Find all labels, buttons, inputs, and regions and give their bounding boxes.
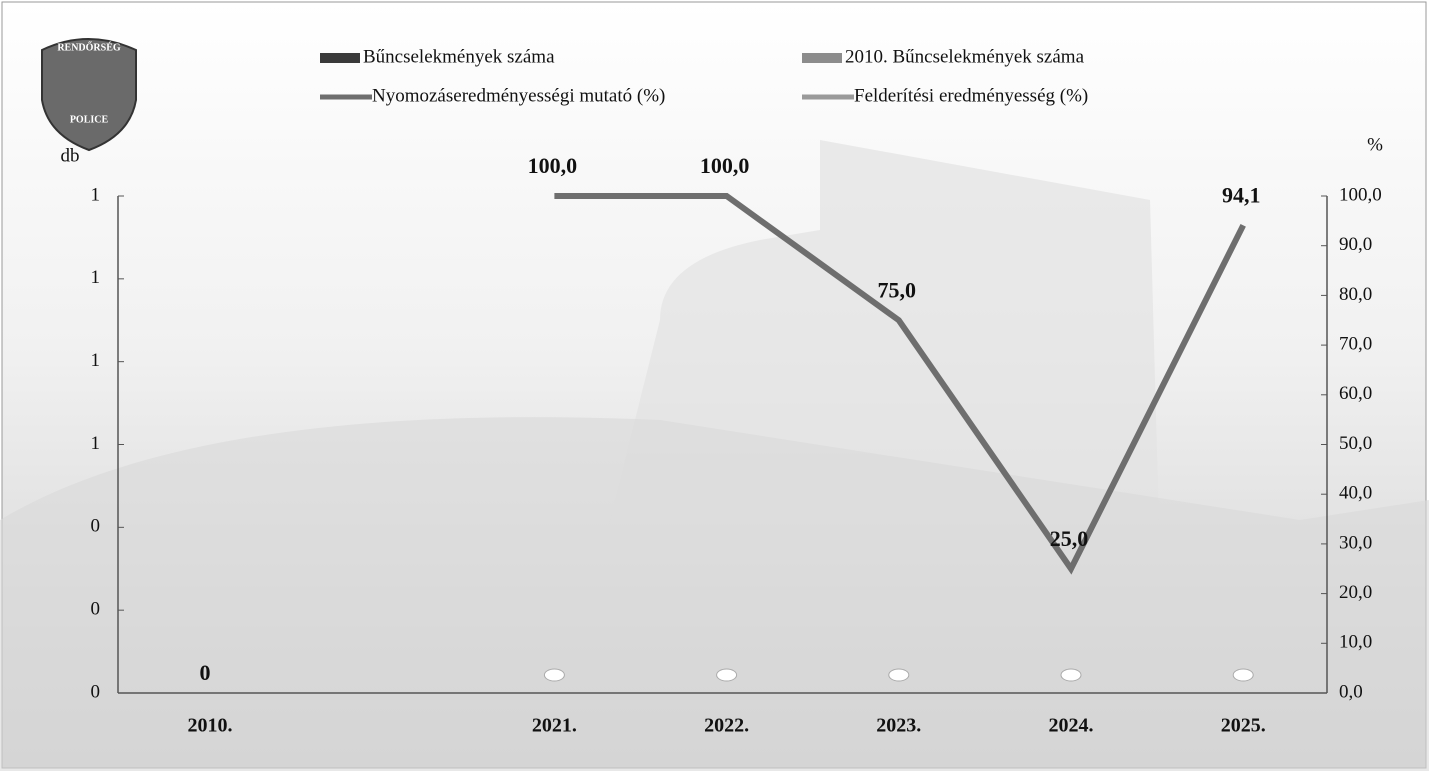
y2-tick-label: 80,0	[1339, 284, 1372, 305]
zero-label-badge	[543, 668, 565, 682]
legend-swatch	[320, 53, 360, 63]
logo: RENDŐRSÉG POLICE	[41, 38, 137, 152]
y-tick-label: 1	[91, 267, 101, 288]
legend-label: Bűncselekmények száma	[363, 46, 555, 67]
y2-tick-label: 40,0	[1339, 483, 1372, 504]
x-tick-label: 2022.	[704, 715, 749, 737]
data-label: 0	[200, 660, 211, 685]
zero-label-badge	[1232, 668, 1254, 682]
x-tick-label: 2024.	[1049, 715, 1094, 737]
y-tick-label: 1	[91, 433, 101, 454]
y2-tick-label: 10,0	[1339, 632, 1372, 653]
x-tick-label: 2021.	[532, 715, 577, 737]
line	[554, 193, 1246, 575]
x-tick-label: 2023.	[876, 715, 921, 737]
y2-tick-label: 30,0	[1339, 532, 1372, 553]
y2-tick-label: 70,0	[1339, 333, 1372, 354]
legend-swatch	[802, 53, 842, 63]
y-tick-label: 0	[91, 599, 101, 620]
y-axis-label: db	[61, 145, 80, 166]
y-tick-label: 1	[91, 184, 101, 205]
data-label: 25,0	[1050, 526, 1089, 551]
zero-label-badge	[1060, 668, 1082, 682]
y2-tick-label: 0,0	[1339, 681, 1363, 702]
y2-tick-label: 100,0	[1339, 184, 1382, 205]
x-tick-label: 2010.	[188, 715, 233, 737]
legend-label: Felderítési eredményesség (%)	[854, 85, 1088, 106]
y-tick-label: 0	[91, 681, 101, 702]
x-tick-label: 2025.	[1221, 715, 1266, 737]
zero-label-badge	[716, 668, 738, 682]
logo-top: RENDŐRSÉG	[57, 41, 121, 53]
legend-label: Nyomozáseredményességi mutató (%)	[372, 85, 665, 106]
y2-tick-label: 60,0	[1339, 383, 1372, 404]
y2-axis-label: %	[1367, 134, 1383, 155]
data-label: 100,0	[528, 153, 578, 178]
y-tick-label: 1	[91, 350, 101, 371]
logo-bottom: POLICE	[70, 114, 109, 125]
building-base	[0, 417, 1429, 771]
data-label: 75,0	[878, 277, 917, 302]
y-tick-label: 0	[91, 516, 101, 537]
data-label: 100,0	[700, 153, 750, 178]
y2-tick-label: 20,0	[1339, 582, 1372, 603]
y2-tick-label: 90,0	[1339, 234, 1372, 255]
data-label: 94,1	[1222, 182, 1261, 207]
legend-label: 2010. Bűncselekmények száma	[845, 46, 1085, 67]
zero-label-badge	[888, 668, 910, 682]
logo-shield	[41, 38, 137, 152]
y2-tick-label: 50,0	[1339, 433, 1372, 454]
